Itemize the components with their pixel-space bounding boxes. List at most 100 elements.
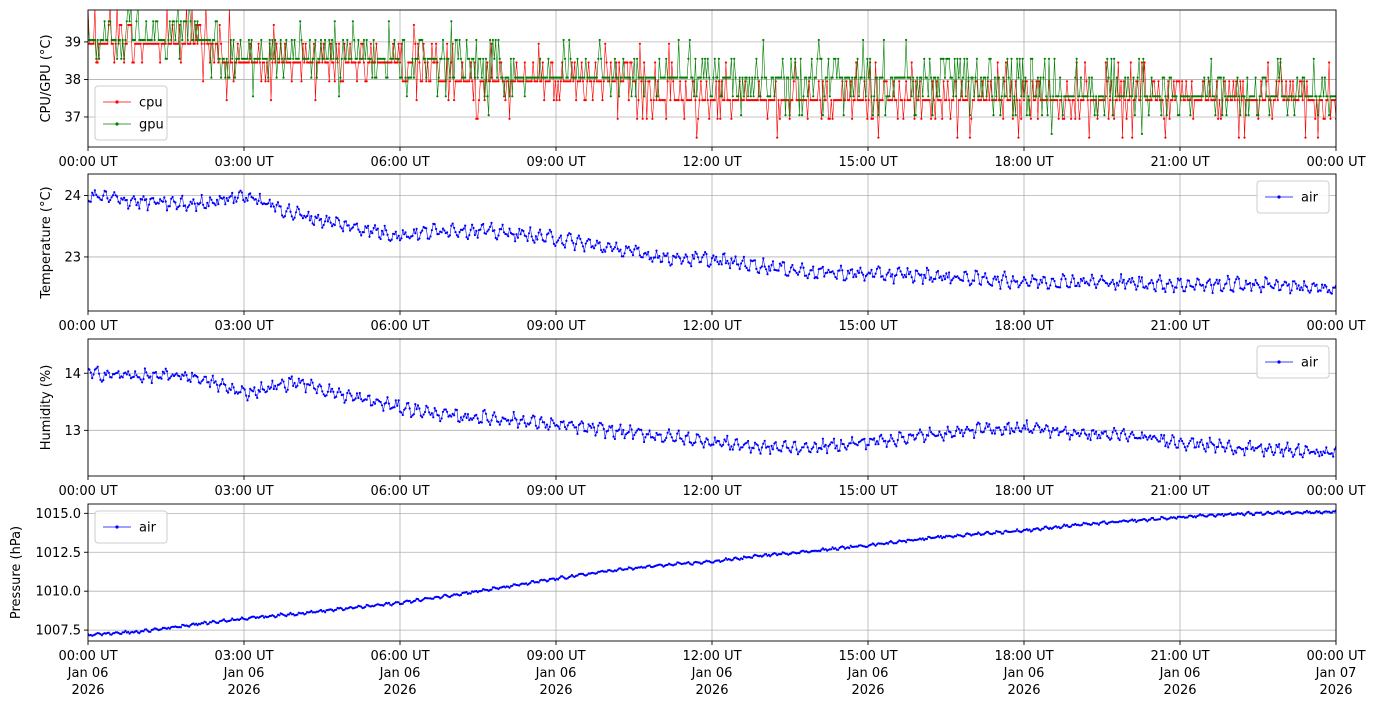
data-point bbox=[848, 272, 851, 275]
data-point bbox=[798, 270, 801, 274]
data-point bbox=[1125, 282, 1128, 285]
data-point bbox=[561, 242, 564, 245]
data-point bbox=[719, 260, 722, 263]
data-point bbox=[586, 573, 589, 576]
data-point bbox=[461, 61, 464, 64]
data-point bbox=[1133, 114, 1136, 117]
data-point bbox=[373, 224, 377, 227]
data-point bbox=[281, 378, 284, 381]
data-point bbox=[1131, 136, 1134, 139]
data-point bbox=[1268, 114, 1271, 117]
data-point bbox=[1260, 511, 1263, 514]
data-point bbox=[233, 392, 237, 395]
data-point bbox=[1239, 80, 1242, 83]
data-point bbox=[622, 80, 625, 83]
data-point bbox=[1097, 280, 1100, 283]
data-point bbox=[670, 436, 673, 439]
data-point bbox=[239, 189, 242, 192]
data-point bbox=[704, 251, 707, 254]
data-point bbox=[310, 215, 313, 218]
y-tick-label: 1015.0 bbox=[36, 507, 82, 522]
data-point bbox=[942, 57, 945, 60]
data-point bbox=[1221, 114, 1224, 117]
data-point bbox=[648, 80, 651, 83]
data-point bbox=[436, 61, 439, 64]
data-point bbox=[627, 245, 630, 248]
data-point bbox=[973, 99, 976, 102]
data-point bbox=[1172, 291, 1175, 294]
data-point bbox=[1092, 429, 1095, 432]
data-point bbox=[419, 414, 422, 417]
data-point bbox=[418, 61, 421, 64]
data-point bbox=[246, 199, 249, 202]
data-point bbox=[716, 260, 719, 263]
data-point bbox=[1303, 452, 1306, 455]
data-point bbox=[1205, 281, 1209, 284]
y-tick-label: 39 bbox=[64, 35, 81, 50]
data-point bbox=[120, 197, 123, 200]
data-point bbox=[1135, 520, 1138, 524]
data-point bbox=[199, 23, 202, 27]
data-point bbox=[394, 399, 397, 402]
data-point bbox=[161, 370, 164, 373]
data-point bbox=[231, 382, 234, 385]
data-point bbox=[1010, 427, 1013, 430]
data-point bbox=[973, 279, 976, 282]
data-point bbox=[905, 38, 908, 42]
data-point bbox=[448, 76, 451, 79]
data-point bbox=[1257, 114, 1260, 117]
data-point bbox=[1061, 430, 1064, 433]
data-point bbox=[1034, 99, 1037, 102]
data-point bbox=[748, 446, 751, 449]
data-point bbox=[1122, 80, 1125, 83]
data-point bbox=[208, 196, 212, 199]
data-point bbox=[497, 38, 500, 42]
data-point bbox=[537, 76, 540, 79]
data-point bbox=[961, 76, 965, 79]
data-point bbox=[881, 275, 884, 278]
data-point bbox=[322, 57, 325, 60]
data-point bbox=[604, 250, 607, 253]
data-point bbox=[935, 80, 938, 83]
data-point bbox=[1150, 437, 1153, 441]
data-point bbox=[816, 277, 819, 280]
data-point bbox=[179, 626, 182, 629]
data-point bbox=[301, 217, 304, 220]
data-point bbox=[1079, 76, 1082, 79]
data-point bbox=[799, 266, 802, 269]
data-point bbox=[1207, 279, 1210, 282]
data-point bbox=[423, 410, 427, 414]
data-point bbox=[741, 259, 744, 262]
data-point bbox=[864, 95, 868, 98]
x-tick-label: 00:00 UT bbox=[1306, 649, 1365, 664]
data-point bbox=[975, 57, 979, 60]
data-point bbox=[98, 196, 101, 199]
data-point bbox=[1278, 443, 1281, 446]
data-point bbox=[1124, 76, 1127, 79]
data-point bbox=[713, 259, 716, 262]
legend: air bbox=[1256, 345, 1330, 379]
data-point bbox=[106, 38, 109, 42]
data-point bbox=[246, 618, 249, 621]
data-point bbox=[254, 393, 257, 397]
data-point bbox=[1210, 57, 1213, 60]
data-point bbox=[310, 609, 313, 613]
data-point bbox=[979, 76, 983, 79]
data-point bbox=[522, 229, 525, 233]
data-point bbox=[1167, 95, 1170, 98]
data-point bbox=[702, 253, 705, 256]
data-point bbox=[1208, 95, 1211, 98]
data-point bbox=[213, 61, 216, 64]
data-point bbox=[765, 553, 768, 556]
data-point bbox=[885, 80, 888, 83]
data-point bbox=[91, 191, 94, 194]
data-point bbox=[684, 253, 687, 256]
data-point bbox=[1212, 283, 1216, 286]
data-point bbox=[104, 190, 108, 193]
data-point bbox=[164, 200, 167, 203]
data-point bbox=[412, 23, 415, 27]
data-point bbox=[566, 424, 569, 427]
data-point bbox=[698, 435, 701, 438]
